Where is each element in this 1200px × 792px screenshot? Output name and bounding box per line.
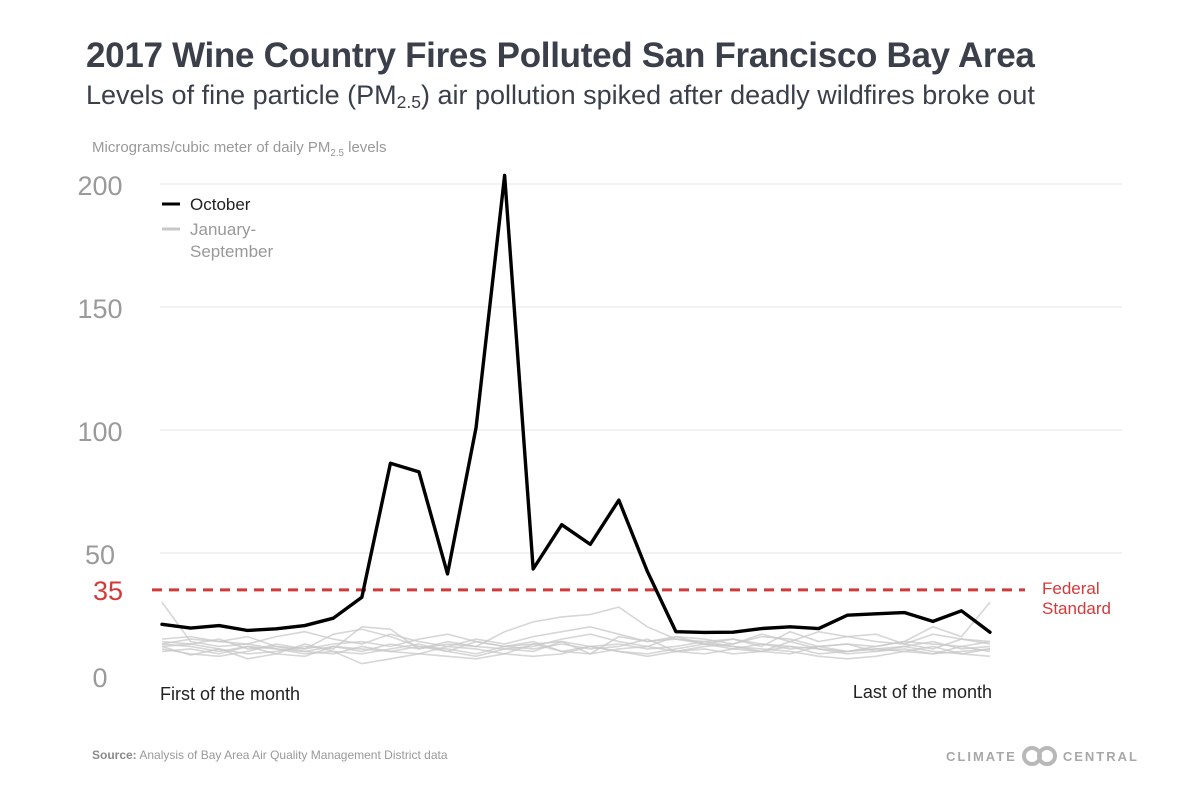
source-label: Source: bbox=[92, 748, 137, 762]
legend-label-line-2: September bbox=[190, 242, 273, 261]
y-tick-label-100: 100 bbox=[77, 417, 122, 447]
background-month-line-9 bbox=[161, 633, 991, 650]
federal-standard-label-1: Federal bbox=[1042, 579, 1100, 598]
y-tick-label-0: 0 bbox=[92, 663, 107, 693]
background-month-line-6 bbox=[161, 601, 991, 665]
x-axis-labels: First of the month Last of the month bbox=[160, 682, 992, 704]
chart-subtitle: Levels of fine particle (PM2.5) air poll… bbox=[86, 80, 1035, 111]
legend-label-october: October bbox=[190, 195, 251, 214]
y-axis-ticks: 0 50 100 150 200 bbox=[77, 171, 122, 693]
unit-label-subscript: 2.5 bbox=[330, 148, 344, 159]
source-text: Analysis of Bay Area Air Quality Managem… bbox=[139, 748, 448, 762]
background-series bbox=[161, 601, 991, 665]
background-month-line-8 bbox=[161, 640, 991, 655]
logo-rings-icon bbox=[1021, 746, 1057, 766]
logo-text-left: CLIMATE bbox=[946, 748, 1017, 764]
y-tick-label-150: 150 bbox=[77, 294, 122, 324]
grid-lines bbox=[160, 183, 1122, 554]
x-label-last: Last of the month bbox=[853, 682, 992, 702]
background-month-line-1 bbox=[161, 635, 991, 660]
background-month-line-7 bbox=[161, 625, 991, 655]
y-tick-label-50: 50 bbox=[85, 540, 115, 570]
subtitle-text: Levels of fine particle (PM bbox=[86, 80, 397, 110]
federal-standard-label-2: Standard bbox=[1042, 599, 1111, 618]
legend-label-line-1: January- bbox=[190, 220, 256, 239]
subtitle-text-end: ) air pollution spiked after deadly wild… bbox=[421, 80, 1035, 110]
subtitle-subscript: 2.5 bbox=[396, 92, 422, 112]
source-note: Source: Analysis of Bay Area Air Quality… bbox=[92, 748, 448, 762]
y-tick-label-200: 200 bbox=[77, 171, 122, 201]
chart-title: 2017 Wine Country Fires Polluted San Fra… bbox=[86, 36, 1035, 75]
y-axis-unit-label: Micrograms/cubic meter of daily PM2.5 le… bbox=[92, 139, 387, 159]
climate-central-logo: CLIMATE CENTRAL bbox=[946, 745, 1139, 767]
x-label-first: First of the month bbox=[160, 684, 300, 704]
october-line bbox=[160, 173, 992, 635]
background-month-line-3 bbox=[161, 625, 991, 650]
federal-standard-value-label: 35 bbox=[93, 576, 123, 606]
unit-label-text: Micrograms/cubic meter of daily PM bbox=[92, 139, 331, 156]
unit-label-text-end: levels bbox=[343, 139, 387, 156]
legend-label-jan-sep: January- September bbox=[190, 220, 273, 261]
logo-text-right: CENTRAL bbox=[1062, 748, 1139, 764]
october-series bbox=[160, 173, 992, 635]
legend: October January- September bbox=[162, 195, 273, 261]
